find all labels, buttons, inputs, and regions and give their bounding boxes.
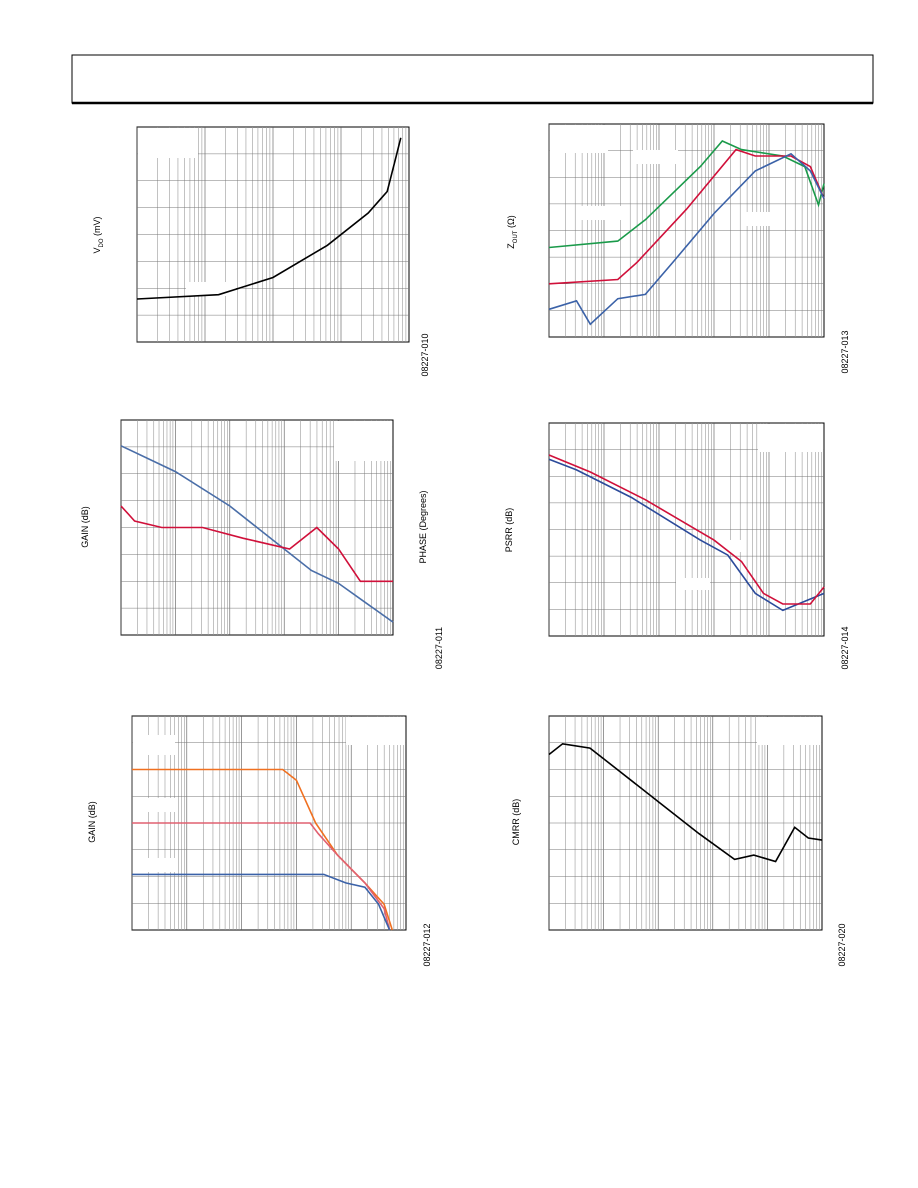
chart: GAIN (dB) PHASE (Degrees) 08227-011 [80, 419, 444, 669]
legend-box [138, 128, 198, 158]
y-label-unit: (mV) [92, 216, 102, 238]
legend-box [133, 798, 175, 812]
legend-box [676, 578, 710, 590]
legend-box [578, 206, 623, 220]
legend-box [334, 421, 392, 461]
y-label-text: V [92, 247, 102, 253]
curve [548, 742, 823, 863]
curve [548, 454, 825, 605]
figure-id: 08227-011 [434, 627, 444, 669]
y-label-text: PSRR (dB) [504, 508, 514, 553]
chart: PSRR (dB) 08227-014 [504, 422, 850, 670]
y-label-text: GAIN (dB) [87, 801, 97, 843]
y-axis-label: CMRR (dB) [511, 799, 521, 846]
figure-id: 08227-010 [420, 333, 430, 376]
legend-box [550, 125, 608, 153]
curve [132, 768, 394, 931]
y-label-sub: OUT [513, 230, 519, 243]
y-label-text: GAIN (dB) [80, 506, 90, 548]
curve [132, 873, 391, 931]
y-label-text: CMRR (dB) [511, 799, 521, 846]
legend-box [186, 282, 236, 296]
curve [548, 140, 825, 249]
legend-box [133, 858, 175, 872]
curve [548, 148, 825, 285]
y-axis-label: ZOUT (Ω) [506, 215, 519, 248]
legend-box [722, 540, 746, 552]
chart: VDO (mV) 08227-010 [92, 126, 430, 377]
curve [120, 505, 393, 583]
figure-id: 08227-013 [840, 330, 850, 373]
legend-box [742, 212, 780, 226]
y-label-text: Z [506, 243, 516, 249]
legend-box [757, 717, 821, 745]
legend-box [633, 150, 678, 164]
y2-axis-label: PHASE (Degrees) [418, 490, 428, 563]
legend-box [346, 717, 405, 745]
y-label-sub: DO [99, 238, 105, 247]
y-label-unit: (Ω) [506, 215, 516, 230]
chart: CMRR (dB) 08227-020 [511, 715, 847, 967]
curve [548, 152, 825, 326]
curve [136, 137, 402, 300]
chart: ZOUT (Ω) 08227-013 [506, 123, 850, 374]
header-box [71, 54, 874, 104]
y-axis-label: GAIN (dB) [87, 801, 97, 843]
chart: GAIN (dB) 08227-012 [87, 715, 432, 967]
y-axis-label: PSRR (dB) [504, 508, 514, 553]
y-axis-label: GAIN (dB) [80, 506, 90, 548]
figure-id: 08227-020 [837, 923, 847, 966]
figure-id: 08227-012 [422, 923, 432, 966]
figure-id: 08227-014 [840, 626, 850, 669]
curve [548, 458, 825, 612]
curve [120, 445, 394, 623]
y-axis-label: VDO (mV) [92, 216, 105, 253]
curve [132, 822, 391, 931]
legend-box [758, 424, 823, 452]
legend-box [133, 735, 175, 755]
